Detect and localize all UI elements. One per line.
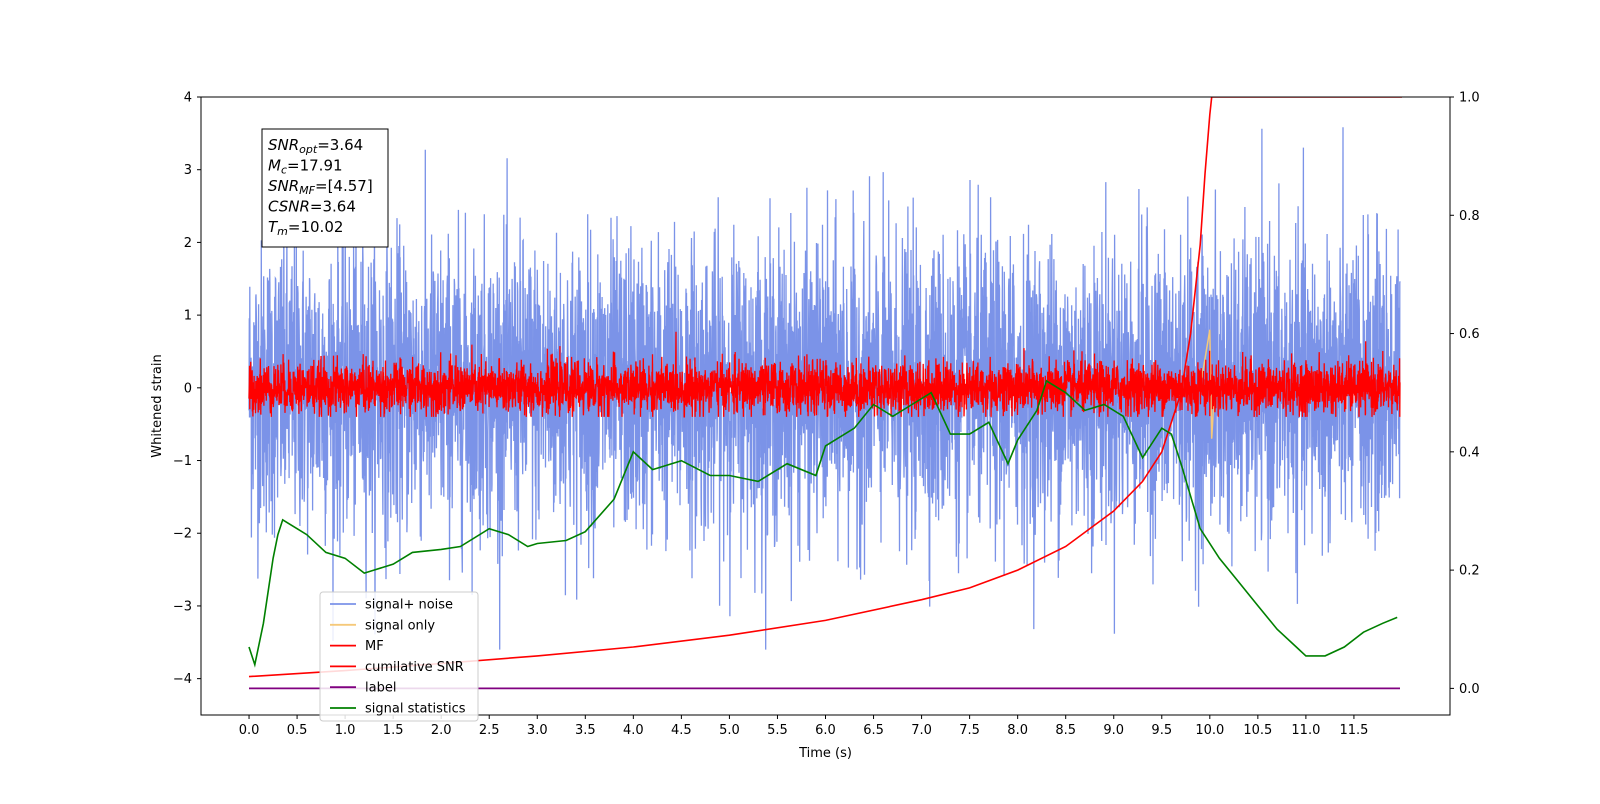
series-cumulative-snr — [248, 97, 1402, 678]
y-tick-label: 4 — [184, 91, 192, 106]
x-axis: 0.0 0.5 1.0 1.5 2.0 2.5 3.0 3.5 4.0 4.5 5.0 5.5 6.0 6… — [239, 715, 1368, 738]
annotation-value: =17.91 — [287, 157, 343, 175]
legend-label: signal statistics — [365, 702, 466, 717]
x-tick-label: 0.5 — [287, 723, 308, 738]
x-tick-label: 5.5 — [767, 723, 788, 738]
annotation-sub: c — [281, 164, 287, 177]
y-tick-label: −1 — [173, 454, 192, 469]
x-tick-label: 6.0 — [815, 723, 836, 738]
y-tick-label: −3 — [173, 599, 192, 614]
y2-tick-label: 1.0 — [1459, 91, 1480, 106]
x-axis-label: Time (s) — [798, 746, 852, 761]
annotation-name: SNR — [268, 177, 299, 195]
y2-tick-label: 0.0 — [1459, 682, 1480, 697]
annotation-sub: MF — [299, 184, 315, 197]
y-tick-label: 0 — [184, 381, 192, 396]
legend-label: MF — [365, 639, 384, 654]
y2-tick-label: 0.6 — [1459, 327, 1480, 342]
annotation-name: M — [268, 157, 281, 175]
legend: signal+ noise signal only MF cumilative SNR… — [319, 591, 479, 722]
x-tick-label: 3.5 — [575, 723, 596, 738]
series-signal-statistics — [248, 379, 1398, 668]
x-tick-label: 9.0 — [1103, 723, 1124, 738]
annotation-box-frame — [261, 128, 389, 248]
annotation-name: SNR — [268, 136, 299, 154]
x-tick-label: 1.5 — [383, 723, 404, 738]
legend-frame — [319, 591, 479, 722]
x-tick-label: 5.0 — [719, 723, 740, 738]
x-tick-label: 8.5 — [1055, 723, 1076, 738]
x-tick-label: 4.5 — [671, 723, 692, 738]
annotation-name: CSNR — [268, 198, 310, 216]
x-tick-label: 8.0 — [1007, 723, 1028, 738]
x-tick-label: 7.0 — [911, 723, 932, 738]
x-tick-label: 11.5 — [1339, 723, 1368, 738]
x-tick-label: 6.5 — [863, 723, 884, 738]
annotation-sub: opt — [299, 143, 318, 156]
x-tick-label: 2.5 — [479, 723, 500, 738]
series-signal-noise — [248, 127, 1401, 650]
annotation-name: T — [268, 218, 279, 236]
series-mf — [248, 331, 1401, 418]
y-tick-label: 2 — [184, 236, 192, 251]
annotation-value: =[4.57] — [315, 177, 373, 195]
x-tick-label: 2.0 — [431, 723, 452, 738]
y-tick-label: 1 — [184, 309, 192, 324]
y-tick-label: 3 — [184, 163, 192, 178]
annotation-line: Tm=10.02 — [268, 218, 343, 238]
annotation-line: SNRopt=3.64 — [268, 136, 363, 156]
x-tick-label: 1.0 — [335, 723, 356, 738]
annotation-line: Mc=17.91 — [268, 157, 343, 177]
legend-label: signal only — [365, 618, 435, 633]
x-tick-label: 7.5 — [959, 723, 980, 738]
y-tick-label: −2 — [173, 527, 192, 542]
annotation-value: =3.64 — [310, 198, 356, 216]
y2-tick-label: 0.2 — [1459, 564, 1480, 579]
series-signal-only — [1199, 329, 1216, 439]
x-tick-label: 0.0 — [239, 723, 260, 738]
y-axis-left: 4 3 2 1 0 −1 −2 −3 −4 — [173, 91, 201, 687]
x-tick-label: 11.0 — [1291, 723, 1320, 738]
annotation-value: =10.02 — [288, 218, 344, 236]
x-tick-label: 3.0 — [527, 723, 548, 738]
legend-label: cumilative SNR — [365, 660, 464, 675]
legend-label: label — [365, 681, 396, 696]
annotation-sub: m — [277, 225, 288, 238]
y2-tick-label: 0.4 — [1459, 445, 1480, 460]
annotation-box: SNRopt=3.64Mc=17.91SNRMF=[4.57]CSNR=3.64… — [261, 128, 389, 248]
x-tick-label: 9.5 — [1151, 723, 1172, 738]
y-axis-label: Whitened strain — [150, 354, 165, 457]
y-tick-label: −4 — [173, 672, 192, 687]
annotation-line: SNRMF=[4.57] — [268, 177, 373, 197]
x-tick-label: 10.5 — [1243, 723, 1272, 738]
annotation-line: CSNR=3.64 — [268, 198, 356, 216]
x-tick-label: 4.0 — [623, 723, 644, 738]
y-axis-right: 1.0 0.8 0.6 0.4 0.2 0.0 — [1450, 91, 1480, 697]
annotation-value: =3.64 — [317, 136, 363, 154]
x-tick-label: 10.0 — [1195, 723, 1224, 738]
y2-tick-label: 0.8 — [1459, 209, 1480, 224]
legend-label: signal+ noise — [365, 598, 453, 613]
